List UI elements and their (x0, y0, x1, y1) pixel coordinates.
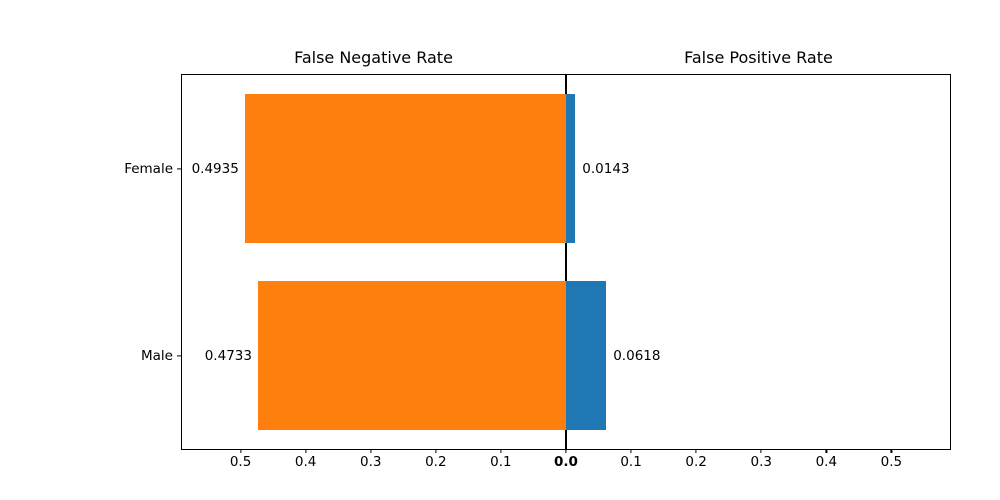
xtick-right-1-mark (695, 449, 697, 453)
xtick-left-1-mark (305, 449, 307, 453)
ytick-mark-male (177, 354, 181, 357)
bar-value-right-female: 0.0143 (582, 160, 630, 177)
bar-left-female (244, 93, 566, 244)
xtick-right-0-label: 0.1 (620, 454, 642, 470)
xtick-left-2-mark (370, 449, 372, 453)
bar-value-left-male: 0.4733 (204, 347, 252, 364)
xtick-left-3-mark (435, 449, 437, 453)
xtick-right-4-mark (890, 449, 893, 453)
xtick-center-mark (565, 449, 567, 453)
bar-left-male (257, 280, 566, 431)
ytick-label-female: Female (124, 160, 173, 177)
xtick-right-3-mark (825, 449, 827, 453)
left-subplot-title: False Negative Rate (294, 48, 453, 67)
xtick-right-2-label: 0.3 (750, 454, 772, 470)
bar-value-right-male: 0.0618 (613, 347, 661, 364)
zero-axis-line (565, 75, 567, 449)
plot-area: 0.4935 0.0143 Female 0.4733 0.0618 Male 0.5 0.4… (124, 74, 951, 470)
xtick-left-0-label: 0.5 (229, 454, 252, 470)
right-subplot-title: False Positive Rate (684, 48, 833, 67)
ytick-mark-female (177, 167, 181, 170)
xtick-right-1-label: 0.2 (685, 454, 707, 470)
xtick-right-3-label: 0.4 (815, 454, 838, 470)
bar-value-left-female: 0.4935 (191, 160, 239, 177)
bar-right-female (566, 93, 576, 244)
xtick-left-1-label: 0.4 (294, 454, 317, 470)
xtick-left-2-label: 0.3 (359, 454, 382, 470)
xtick-left-4-mark (500, 449, 502, 453)
xtick-right-4-label: 0.5 (880, 454, 903, 470)
xtick-left-0-mark (239, 449, 242, 453)
xtick-right-2-mark (760, 449, 762, 453)
xtick-right-0-mark (630, 449, 632, 453)
xtick-left-4-label: 0.1 (490, 454, 512, 470)
xtick-center-label: 0.0 (554, 454, 578, 470)
bar-right-male (566, 280, 607, 431)
xtick-left-3-label: 0.2 (425, 454, 447, 470)
ytick-label-male: Male (141, 347, 173, 364)
